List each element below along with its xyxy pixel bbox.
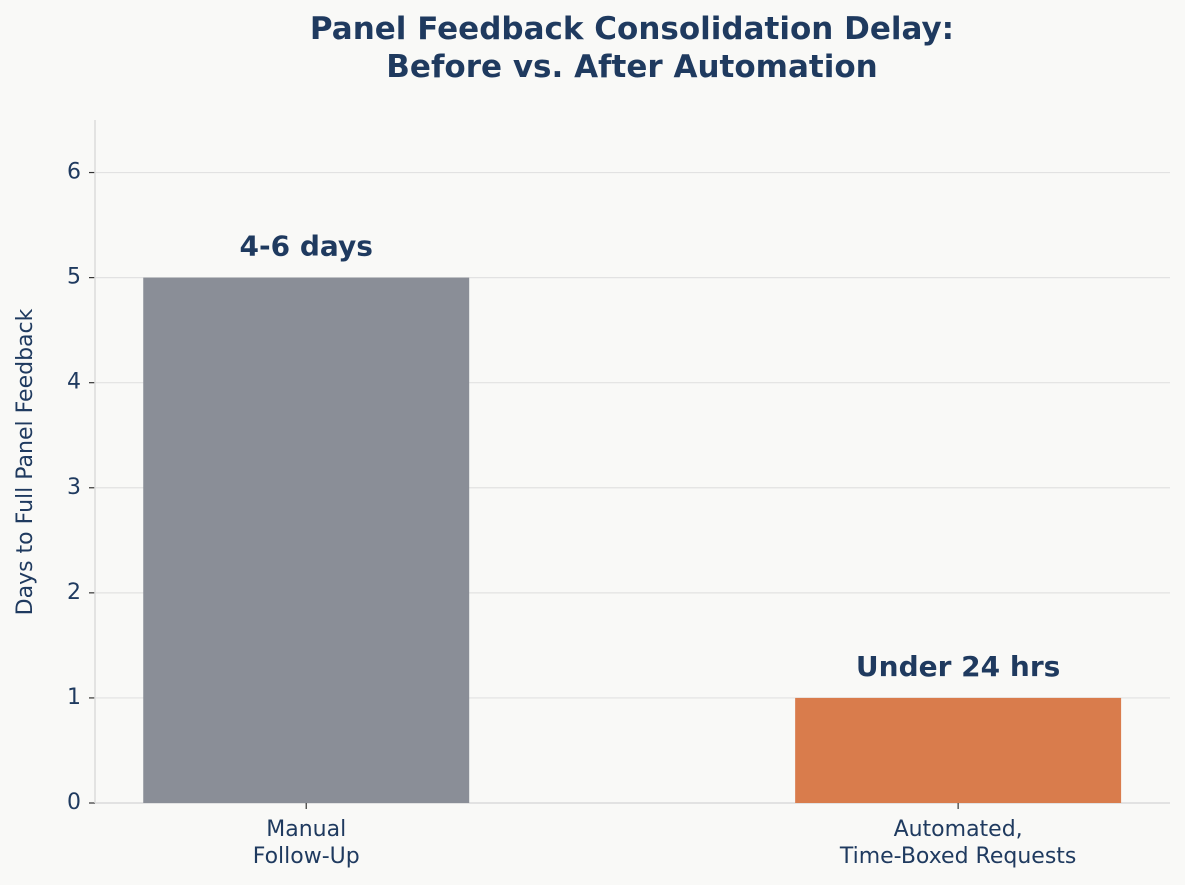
y-tick-label: 4 <box>67 370 81 395</box>
bar <box>143 277 470 804</box>
value-label: Under 24 hrs <box>856 650 1060 683</box>
bar <box>795 697 1122 803</box>
y-tick-label: 5 <box>67 265 81 290</box>
y-tick-label: 3 <box>67 475 81 500</box>
x-tick-label: Automated, Time-Boxed Requests <box>839 817 1077 869</box>
y-tick-label: 6 <box>67 160 81 185</box>
x-tick-label: Manual Follow-Up <box>253 817 360 869</box>
chart-title: Panel Feedback Consolidation Delay: Befor… <box>310 11 954 85</box>
y-tick-label: 0 <box>67 790 81 815</box>
value-label: 4-6 days <box>240 230 373 263</box>
y-tick-label: 1 <box>67 685 81 710</box>
y-axis-label: Days to Full Panel Feedback <box>13 308 38 615</box>
y-tick-label: 2 <box>67 580 81 605</box>
